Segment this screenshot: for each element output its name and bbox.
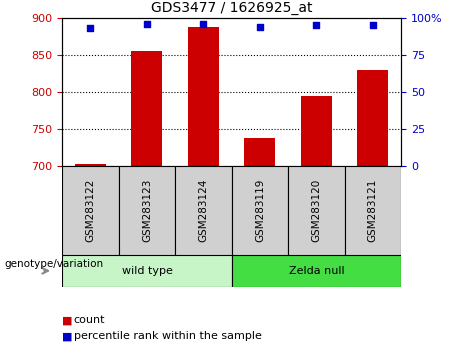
Bar [301,96,332,166]
Text: GSM283124: GSM283124 [198,179,208,242]
Bar [288,166,344,255]
Bar [231,255,401,287]
Title: GDS3477 / 1626925_at: GDS3477 / 1626925_at [151,1,313,15]
Bar [131,51,162,166]
Point [200,21,207,27]
Text: wild type: wild type [122,266,172,276]
Text: GSM283119: GSM283119 [255,179,265,242]
Bar [244,138,275,166]
Point [143,21,151,27]
Text: genotype/variation: genotype/variation [5,259,104,269]
Text: ■: ■ [62,331,73,341]
Point [256,24,264,29]
Bar [62,255,231,287]
Point [369,22,377,28]
Point [313,22,320,28]
Text: count: count [74,315,105,325]
Text: ■: ■ [62,315,73,325]
Text: GSM283121: GSM283121 [368,179,378,242]
Bar [118,166,175,255]
Text: GSM283122: GSM283122 [85,179,95,242]
Bar [344,166,401,255]
Text: Zelda null: Zelda null [289,266,344,276]
Point [87,25,94,31]
Bar [75,164,106,166]
Text: percentile rank within the sample: percentile rank within the sample [74,331,262,341]
Bar [188,27,219,166]
Bar [175,166,231,255]
Bar [357,70,388,166]
Bar [62,166,118,255]
Bar [231,166,288,255]
Text: GSM283120: GSM283120 [311,179,321,242]
Text: GSM283123: GSM283123 [142,179,152,242]
